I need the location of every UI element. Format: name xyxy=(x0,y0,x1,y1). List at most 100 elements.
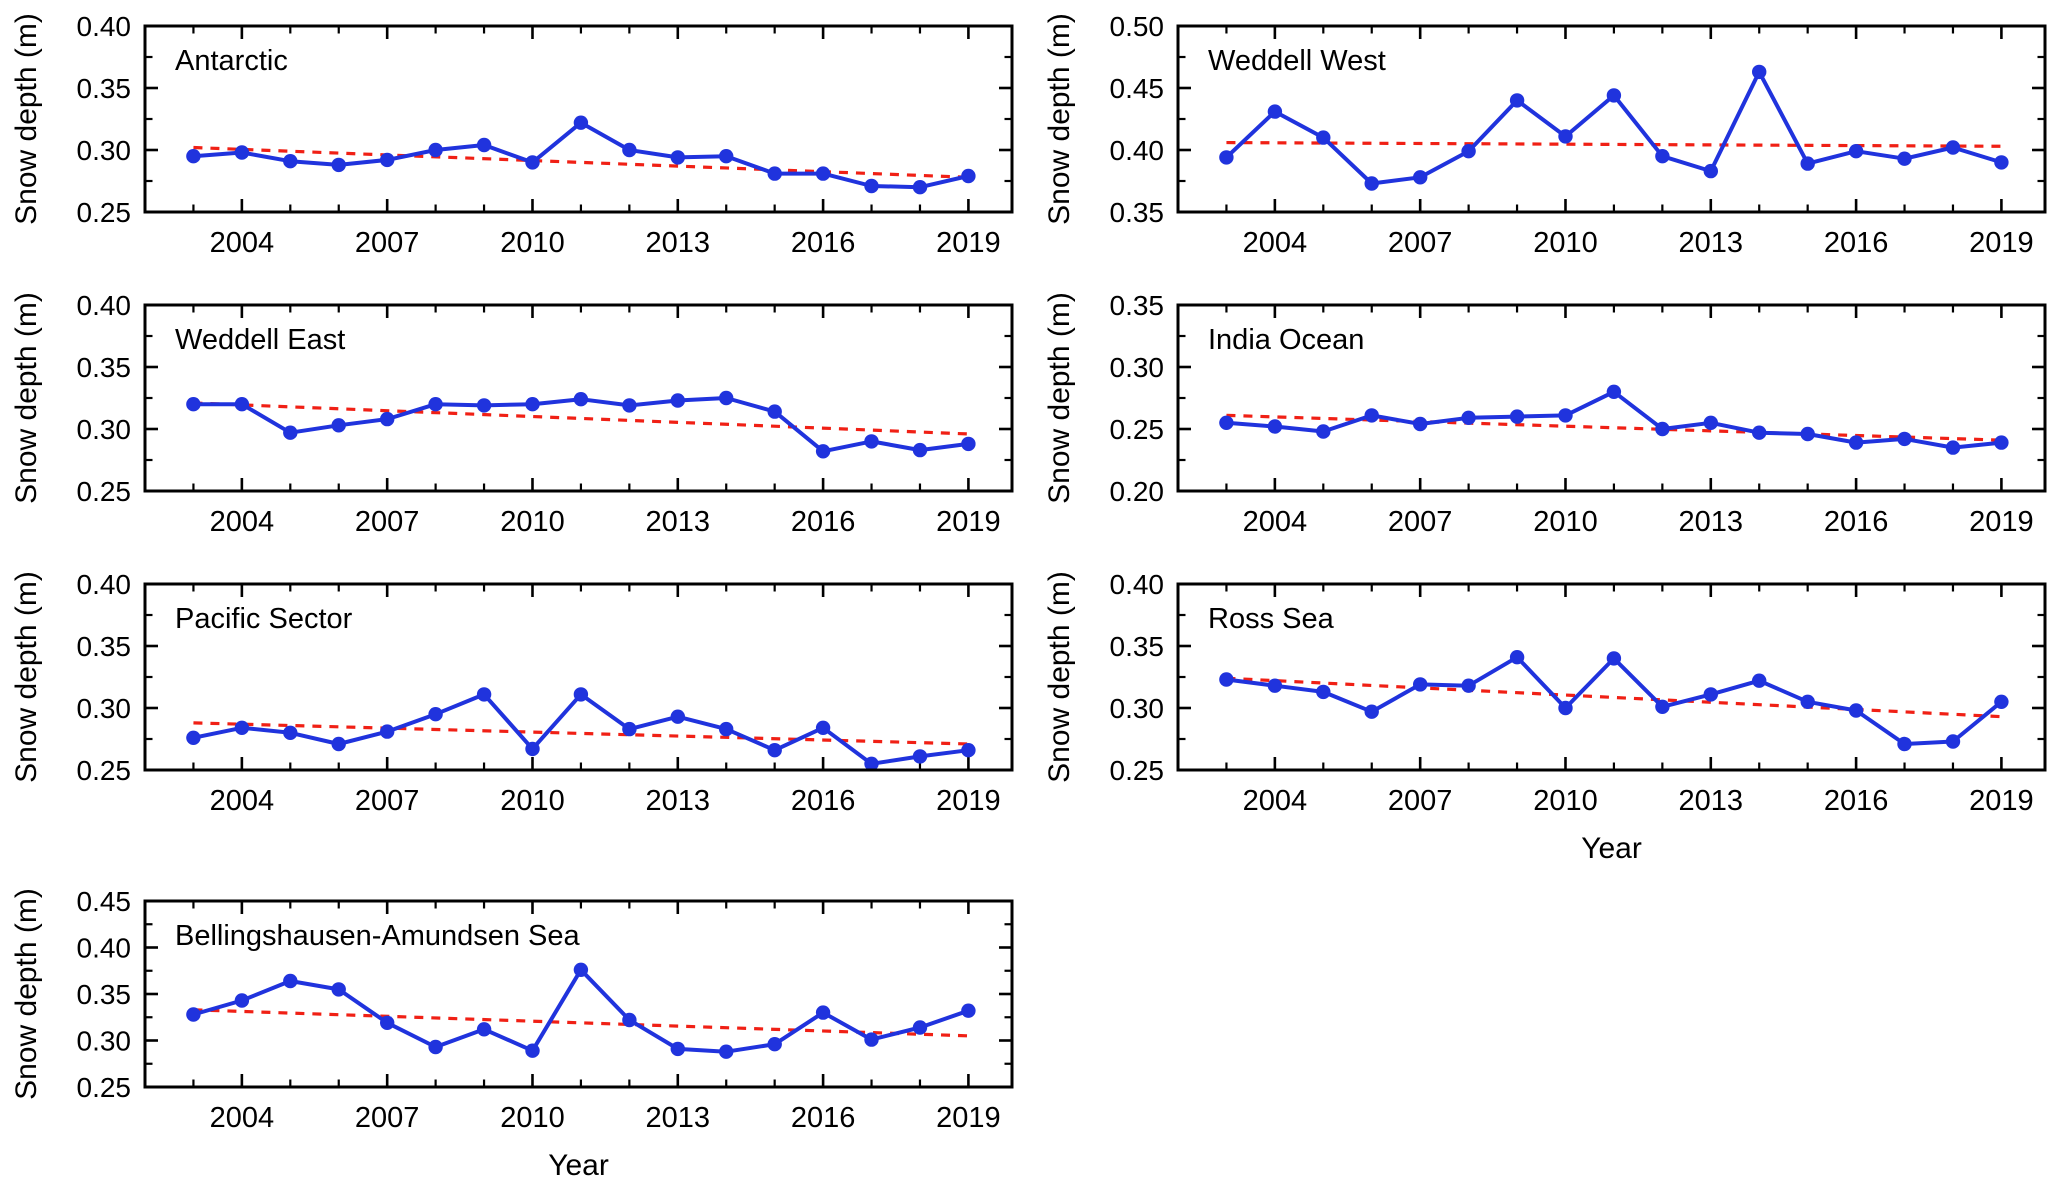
data-point xyxy=(1509,93,1525,108)
trend-line xyxy=(1226,140,2002,148)
y-tick-label: 0.35 xyxy=(77,631,132,662)
data-point xyxy=(1316,684,1331,700)
data-point xyxy=(1655,699,1670,714)
y-tick-label: 0.25 xyxy=(77,1072,132,1103)
data-point xyxy=(1558,408,1573,423)
x-tick-label: 2016 xyxy=(1824,506,1889,538)
data-point xyxy=(1655,421,1670,437)
y-tick-label: 0.45 xyxy=(1110,73,1165,104)
data-point xyxy=(573,392,589,407)
x-tick-label: 2007 xyxy=(355,785,420,817)
data-series-line xyxy=(1224,655,2004,746)
data-point xyxy=(815,720,831,735)
data-point xyxy=(719,390,734,406)
x-tick-label: 2010 xyxy=(500,506,565,538)
plot-box xyxy=(1176,303,2047,493)
data-point xyxy=(961,436,976,452)
data-point xyxy=(719,721,734,737)
data-point xyxy=(1509,650,1525,665)
x-tick-label: 2007 xyxy=(1388,227,1453,259)
y-tick-label: 0.25 xyxy=(1110,414,1165,445)
data-point xyxy=(476,1022,492,1037)
data-point xyxy=(234,993,250,1008)
y-tick-label: 0.40 xyxy=(77,11,132,42)
data-point xyxy=(476,687,492,702)
data-point xyxy=(1267,104,1283,119)
x-tick-label: 2004 xyxy=(1243,785,1308,817)
data-point xyxy=(912,442,928,458)
panel-weddell-east: 0.25 0.30 0.35 0.40 2004 2007 2010 2013 2016 2019… xyxy=(0,285,1033,552)
y-tick-label: 0.25 xyxy=(77,197,132,228)
data-point xyxy=(815,444,831,459)
y-tick-label: 0.40 xyxy=(1110,135,1165,166)
y-tick-label: 0.25 xyxy=(77,755,132,786)
x-tick-label: 2010 xyxy=(1533,227,1598,259)
panel-title: Antarctic xyxy=(175,45,288,77)
y-tick-label: 0.35 xyxy=(77,979,132,1010)
data-point xyxy=(234,397,250,412)
chart-svg: 0.25 0.30 0.35 0.40 2004 2007 2010 2013 2016 2019… xyxy=(10,569,1014,817)
x-tick-label: 2007 xyxy=(355,227,420,259)
data-point xyxy=(1945,140,1961,155)
data-point xyxy=(234,720,250,735)
data-point xyxy=(1267,678,1283,693)
y-tick-label: 0.35 xyxy=(1110,631,1165,662)
chart-svg: 0.25 0.30 0.35 0.40 2004 2007 2010 2013 2016 2019… xyxy=(10,11,1014,259)
data-point xyxy=(1316,424,1331,439)
x-tick-label: 2016 xyxy=(1824,227,1889,259)
data-point xyxy=(815,1005,831,1020)
x-tick-label: 2010 xyxy=(500,227,565,259)
y-tick-label: 0.40 xyxy=(77,290,132,321)
y-tick-label: 0.45 xyxy=(77,886,132,917)
panel-title: India Ocean xyxy=(1208,324,1364,356)
x-tick-label: 2010 xyxy=(500,785,565,817)
chart-svg: 0.35 0.40 0.45 0.50 2004 2007 2010 2013 2016 2019… xyxy=(1043,11,2047,259)
data-point xyxy=(428,1039,443,1055)
x-tick-label: 2004 xyxy=(1243,227,1308,259)
data-point xyxy=(1752,64,1767,80)
data-series-line xyxy=(191,967,971,1054)
data-point xyxy=(622,398,637,413)
x-tick-label: 2013 xyxy=(1679,227,1744,259)
data-point xyxy=(1994,694,2009,709)
data-series-line xyxy=(191,120,971,190)
data-point xyxy=(1800,156,1815,171)
data-point xyxy=(428,707,443,722)
data-point xyxy=(912,749,928,764)
data-point xyxy=(864,178,879,194)
x-tick-label: 2013 xyxy=(1679,506,1744,538)
y-axis-label: Snow depth (m) xyxy=(1043,571,1076,783)
x-tick-label: 2016 xyxy=(791,785,856,817)
y-axis-label: Snow depth (m) xyxy=(10,888,43,1100)
data-point xyxy=(1606,384,1622,399)
data-point xyxy=(1848,144,1864,159)
x-tick-label: 2016 xyxy=(1824,785,1889,817)
data-point xyxy=(1945,734,1961,749)
data-point xyxy=(573,687,589,702)
y-tick-label: 0.40 xyxy=(1110,569,1165,600)
y-tick-label: 0.40 xyxy=(77,932,132,963)
chart-svg: 0.20 0.25 0.30 0.35 2004 2007 2010 2013 2016 2019… xyxy=(1043,290,2047,538)
x-tick-label: 2010 xyxy=(1533,785,1598,817)
data-point xyxy=(719,149,734,164)
x-tick-label: 2007 xyxy=(1388,506,1453,538)
data-point xyxy=(767,1037,782,1052)
trend-line xyxy=(193,401,969,436)
data-point xyxy=(622,721,637,737)
y-axis-label: Snow depth (m) xyxy=(10,13,43,225)
x-tick-label: 2004 xyxy=(210,506,275,538)
data-point xyxy=(864,434,879,449)
data-point xyxy=(864,1032,879,1047)
x-tick-label: 2016 xyxy=(791,227,856,259)
data-point xyxy=(1509,409,1525,424)
data-point xyxy=(912,180,928,195)
y-tick-label: 0.35 xyxy=(1110,290,1165,321)
data-point xyxy=(1994,435,2009,450)
data-point xyxy=(767,404,782,419)
data-point xyxy=(1897,736,1912,752)
data-point xyxy=(961,1003,976,1018)
data-point xyxy=(670,709,685,724)
data-point xyxy=(1219,672,1234,687)
y-tick-label: 0.30 xyxy=(77,135,132,166)
